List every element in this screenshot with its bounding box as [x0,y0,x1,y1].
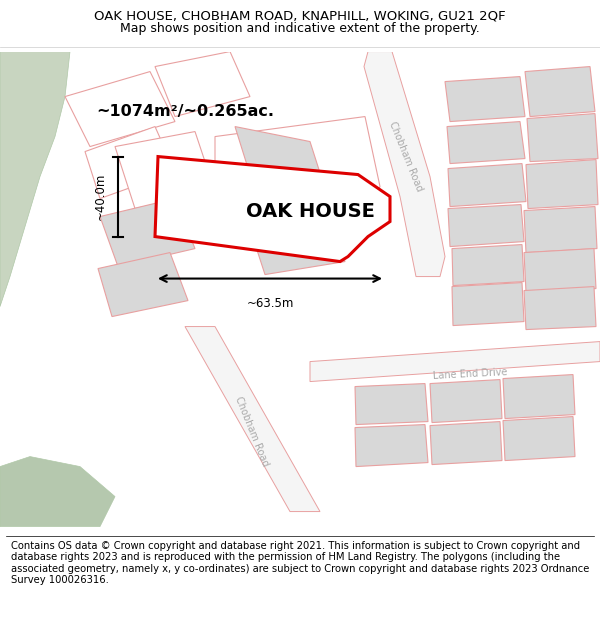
Text: Chobham Road: Chobham Road [233,395,271,468]
Polygon shape [448,204,524,246]
Text: Chobham Road: Chobham Road [388,120,425,193]
Polygon shape [200,176,265,234]
Polygon shape [430,379,502,423]
Text: Lane End Drive: Lane End Drive [433,367,508,381]
Polygon shape [310,341,600,381]
Polygon shape [364,51,445,276]
Polygon shape [524,286,596,329]
Polygon shape [65,71,175,146]
Polygon shape [355,384,428,424]
Polygon shape [250,216,345,274]
Polygon shape [452,282,524,326]
Polygon shape [115,131,215,209]
Polygon shape [155,51,250,116]
Text: Contains OS data © Crown copyright and database right 2021. This information is : Contains OS data © Crown copyright and d… [11,541,589,586]
Polygon shape [527,114,598,161]
Polygon shape [85,126,175,199]
Polygon shape [235,126,325,189]
Polygon shape [430,421,502,464]
Polygon shape [452,244,524,286]
Polygon shape [445,76,525,121]
Polygon shape [100,199,195,266]
Polygon shape [215,116,380,216]
Polygon shape [155,156,390,261]
Text: ~1074m²/~0.265ac.: ~1074m²/~0.265ac. [96,104,274,119]
Text: Map shows position and indicative extent of the property.: Map shows position and indicative extent… [120,22,480,35]
Text: ~40.0m: ~40.0m [94,173,107,220]
Polygon shape [185,326,320,511]
Polygon shape [448,164,526,206]
Text: OAK HOUSE: OAK HOUSE [245,202,374,221]
Polygon shape [98,253,188,316]
Polygon shape [355,424,428,466]
Text: ~63.5m: ~63.5m [247,296,293,309]
Text: OAK HOUSE, CHOBHAM ROAD, KNAPHILL, WOKING, GU21 2QF: OAK HOUSE, CHOBHAM ROAD, KNAPHILL, WOKIN… [94,9,506,22]
Polygon shape [0,51,70,306]
Polygon shape [503,374,575,419]
Polygon shape [526,159,598,209]
Polygon shape [524,249,596,291]
Polygon shape [447,121,525,164]
Polygon shape [525,66,595,116]
Polygon shape [524,206,597,252]
Polygon shape [503,416,575,461]
Polygon shape [0,456,115,526]
